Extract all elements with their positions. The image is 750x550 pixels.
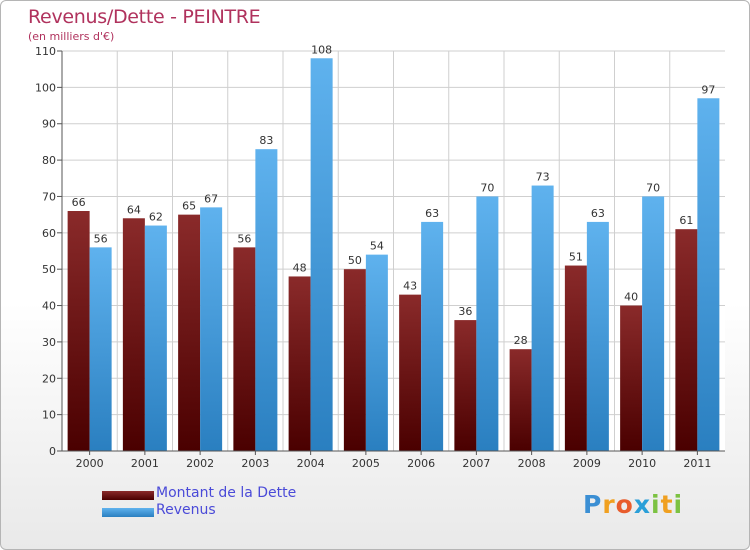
data-label-debt: 28 bbox=[514, 334, 528, 347]
y-tick-label: 50 bbox=[42, 263, 56, 276]
bar-revenus-2008 bbox=[531, 185, 554, 451]
logo-letter: i bbox=[651, 490, 661, 519]
x-tick-label: 2009 bbox=[573, 457, 601, 470]
y-tick-label: 60 bbox=[42, 227, 56, 240]
y-tick-label: 30 bbox=[42, 336, 56, 349]
legend-swatch-revenus bbox=[102, 508, 154, 517]
data-label-revenus: 67 bbox=[204, 192, 218, 205]
y-tick-label: 80 bbox=[42, 154, 56, 167]
bar-debt-2007 bbox=[454, 320, 477, 451]
y-tick-label: 110 bbox=[35, 45, 56, 58]
data-label-debt: 50 bbox=[348, 254, 362, 267]
data-label-revenus: 83 bbox=[259, 134, 273, 147]
data-label-revenus: 56 bbox=[94, 232, 108, 245]
y-tick-label: 40 bbox=[42, 300, 56, 313]
y-tick-label: 20 bbox=[42, 372, 56, 385]
bar-debt-2010 bbox=[620, 305, 643, 451]
data-label-revenus: 73 bbox=[536, 171, 550, 184]
chart-subtitle: (en milliers d'€) bbox=[28, 30, 115, 43]
data-label-debt: 43 bbox=[403, 280, 417, 293]
bar-revenus-2001 bbox=[144, 225, 167, 451]
logo-letter: i bbox=[673, 490, 684, 519]
bar-debt-2005 bbox=[343, 269, 366, 451]
y-tick-label: 0 bbox=[49, 445, 56, 458]
bar-revenus-2009 bbox=[586, 221, 609, 451]
bar-debt-2006 bbox=[399, 294, 422, 451]
legend-swatch-debt bbox=[102, 491, 154, 500]
bar-revenus-2005 bbox=[365, 254, 388, 451]
data-label-revenus: 63 bbox=[425, 207, 439, 220]
bar-debt-2002 bbox=[178, 214, 201, 451]
bar-revenus-2004 bbox=[310, 58, 333, 451]
x-tick-label: 2005 bbox=[352, 457, 380, 470]
logo-letter: t bbox=[660, 490, 674, 519]
x-tick-label: 2007 bbox=[462, 457, 490, 470]
x-tick-label: 2001 bbox=[131, 457, 159, 470]
data-label-debt: 64 bbox=[127, 203, 141, 216]
data-label-debt: 51 bbox=[569, 251, 583, 264]
bar-debt-2011 bbox=[675, 229, 698, 451]
data-label-revenus: 70 bbox=[480, 181, 494, 194]
logo-letter: x bbox=[633, 490, 651, 519]
x-tick-label: 2000 bbox=[76, 457, 104, 470]
x-tick-label: 2008 bbox=[518, 457, 546, 470]
data-label-revenus: 54 bbox=[370, 240, 384, 253]
legend-label-debt: Montant de la Dette bbox=[156, 485, 297, 501]
bar-revenus-2006 bbox=[421, 221, 444, 451]
bar-debt-2003 bbox=[233, 247, 256, 451]
data-label-debt: 65 bbox=[182, 200, 196, 213]
data-label-revenus: 70 bbox=[646, 181, 660, 194]
legend-label-revenus: Revenus bbox=[156, 502, 216, 518]
data-label-debt: 61 bbox=[679, 214, 693, 227]
x-tick-label: 2002 bbox=[186, 457, 214, 470]
x-tick-label: 2006 bbox=[407, 457, 435, 470]
bar-revenus-2010 bbox=[642, 196, 665, 451]
bar-revenus-2003 bbox=[255, 149, 278, 451]
data-label-revenus: 97 bbox=[701, 83, 715, 96]
y-tick-label: 100 bbox=[35, 81, 56, 94]
x-tick-label: 2003 bbox=[241, 457, 269, 470]
logo-letter: o bbox=[615, 490, 634, 519]
bar-debt-2001 bbox=[122, 218, 145, 451]
bar-revenus-2000 bbox=[89, 247, 112, 451]
data-label-revenus: 108 bbox=[311, 43, 332, 56]
data-label-debt: 40 bbox=[624, 291, 638, 304]
logo-letter: r bbox=[602, 490, 616, 519]
y-tick-label: 90 bbox=[42, 118, 56, 131]
chart-title: Revenus/Dette - PEINTRE bbox=[28, 6, 261, 28]
x-tick-label: 2004 bbox=[297, 457, 325, 470]
y-tick-label: 70 bbox=[42, 190, 56, 203]
bar-debt-2009 bbox=[564, 265, 587, 451]
data-label-debt: 36 bbox=[458, 305, 472, 318]
data-label-revenus: 62 bbox=[149, 211, 163, 224]
bar-debt-2000 bbox=[67, 211, 90, 451]
data-label-debt: 56 bbox=[237, 232, 251, 245]
y-tick-label: 10 bbox=[42, 409, 56, 422]
proxiti-logo: Proxiti bbox=[583, 490, 683, 519]
bar-revenus-2007 bbox=[476, 196, 499, 451]
data-label-debt: 66 bbox=[72, 196, 86, 209]
x-tick-label: 2011 bbox=[683, 457, 711, 470]
bar-revenus-2011 bbox=[697, 98, 720, 451]
x-tick-label: 2010 bbox=[628, 457, 656, 470]
bar-debt-2004 bbox=[288, 276, 311, 451]
bar-revenus-2002 bbox=[200, 207, 223, 451]
data-label-revenus: 63 bbox=[591, 207, 605, 220]
bar-debt-2008 bbox=[509, 349, 532, 451]
logo-letter: P bbox=[583, 490, 603, 519]
data-label-debt: 48 bbox=[293, 261, 307, 274]
